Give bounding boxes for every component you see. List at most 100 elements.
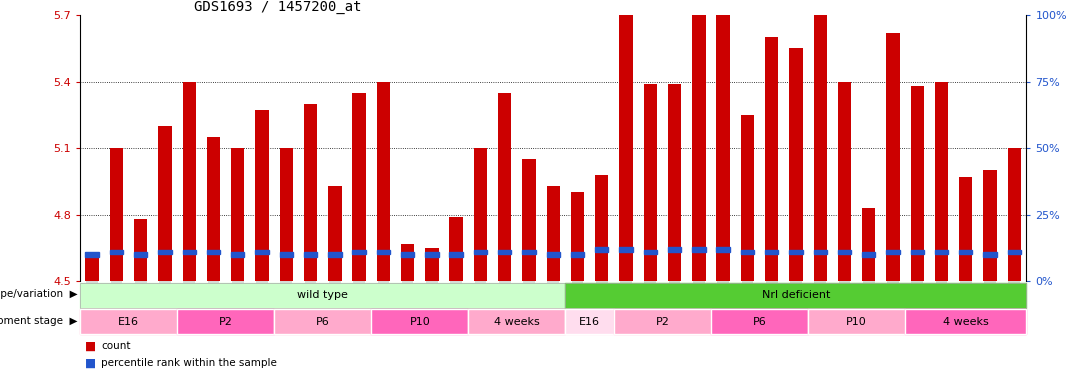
Bar <box>371 309 468 334</box>
Bar <box>571 252 584 257</box>
Bar <box>474 250 488 254</box>
Bar <box>182 250 196 254</box>
Bar <box>177 309 274 334</box>
Bar <box>711 309 808 334</box>
Text: 4 weeks: 4 weeks <box>943 316 989 327</box>
Bar <box>595 175 608 281</box>
Bar <box>959 177 972 281</box>
Bar <box>304 104 317 281</box>
Bar <box>449 217 463 281</box>
Bar <box>813 0 827 281</box>
Bar <box>498 250 511 254</box>
Text: E16: E16 <box>579 316 600 327</box>
Bar <box>838 81 851 281</box>
Bar <box>280 252 293 257</box>
Bar <box>134 219 147 281</box>
Bar <box>449 252 463 257</box>
Bar <box>232 252 244 257</box>
Bar <box>566 309 614 334</box>
Text: P2: P2 <box>655 316 669 327</box>
Bar <box>80 283 566 308</box>
Bar <box>692 247 705 252</box>
Bar <box>984 252 997 257</box>
Bar <box>426 252 439 257</box>
Bar <box>765 250 778 254</box>
Bar <box>692 4 705 281</box>
Bar <box>595 247 608 252</box>
Bar <box>85 252 99 257</box>
Bar <box>85 252 99 281</box>
Bar <box>401 252 414 257</box>
Text: P6: P6 <box>316 316 330 327</box>
Bar <box>716 4 730 281</box>
Bar <box>498 93 511 281</box>
Text: count: count <box>101 341 131 351</box>
Bar <box>329 252 341 257</box>
Bar <box>790 250 802 254</box>
Text: P6: P6 <box>752 316 766 327</box>
Bar <box>523 159 536 281</box>
Bar <box>134 252 147 257</box>
Bar <box>813 250 827 254</box>
Bar <box>571 192 584 281</box>
Bar <box>614 309 711 334</box>
Bar <box>765 37 778 281</box>
Bar <box>566 283 1026 308</box>
Bar <box>619 4 633 281</box>
Bar <box>377 81 391 281</box>
Bar <box>910 250 924 254</box>
Bar <box>862 252 875 257</box>
Text: ■: ■ <box>85 339 96 352</box>
Bar <box>935 81 949 281</box>
Bar <box>110 250 123 254</box>
Bar <box>614 309 711 334</box>
Bar <box>232 148 244 281</box>
Bar <box>643 250 657 254</box>
Bar <box>207 137 220 281</box>
Text: P10: P10 <box>410 316 430 327</box>
Bar <box>740 115 754 281</box>
Bar <box>329 186 341 281</box>
Bar <box>371 309 468 334</box>
Bar <box>523 250 536 254</box>
Bar <box>352 93 366 281</box>
Bar <box>643 84 657 281</box>
Bar <box>468 309 566 334</box>
Text: P10: P10 <box>846 316 867 327</box>
Bar <box>255 250 269 254</box>
Bar <box>274 309 371 334</box>
Bar <box>711 309 808 334</box>
Bar <box>668 247 681 252</box>
Bar <box>905 309 1026 334</box>
Bar <box>177 309 274 334</box>
Bar <box>566 309 614 334</box>
Bar <box>862 208 875 281</box>
Bar <box>887 33 899 281</box>
Text: GDS1693 / 1457200_at: GDS1693 / 1457200_at <box>193 0 361 14</box>
Bar <box>959 250 972 254</box>
Bar <box>1007 250 1021 254</box>
Bar <box>790 48 802 281</box>
Text: genotype/variation  ▶: genotype/variation ▶ <box>0 290 78 299</box>
Bar <box>426 248 439 281</box>
Bar <box>984 170 997 281</box>
Bar <box>668 84 681 281</box>
Bar <box>352 250 366 254</box>
Text: percentile rank within the sample: percentile rank within the sample <box>101 358 277 368</box>
Bar <box>280 148 293 281</box>
Bar <box>566 283 1026 308</box>
Bar <box>910 86 924 281</box>
Bar <box>304 252 317 257</box>
Bar <box>808 309 905 334</box>
Text: development stage  ▶: development stage ▶ <box>0 316 78 326</box>
Bar <box>716 247 730 252</box>
Bar <box>619 247 633 252</box>
Bar <box>255 110 269 281</box>
Text: ■: ■ <box>85 356 96 369</box>
Bar <box>546 186 560 281</box>
Bar <box>546 252 560 257</box>
Bar <box>377 250 391 254</box>
Text: P2: P2 <box>219 316 233 327</box>
Bar <box>207 250 220 254</box>
Bar <box>80 309 177 334</box>
